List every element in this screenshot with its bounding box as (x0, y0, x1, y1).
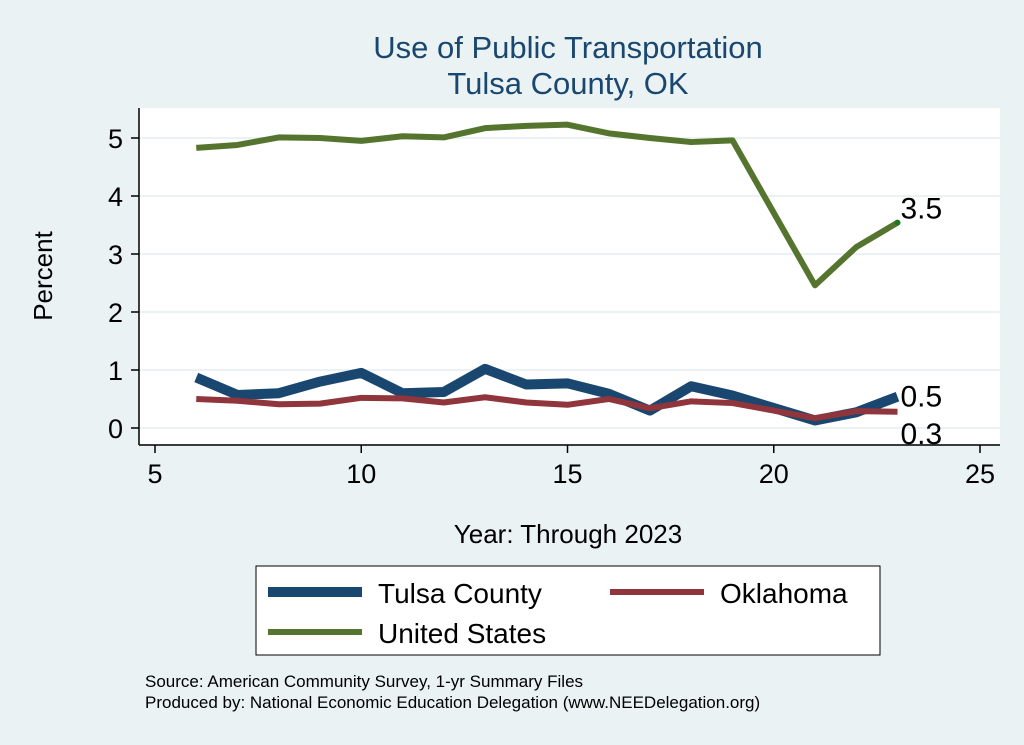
legend-label-tulsa: Tulsa County (378, 578, 542, 609)
chart-subtitle: Tulsa County, OK (447, 66, 689, 101)
chart-title: Use of Public Transportation (373, 30, 762, 65)
end-value-label: 3.5 (901, 193, 943, 226)
series-line-oklahoma (196, 394, 898, 422)
x-tick-label: 15 (552, 459, 582, 489)
x-tick-label: 20 (759, 459, 789, 489)
legend-label-oklahoma: Oklahoma (720, 578, 848, 609)
produced-by-note: Produced by: National Economic Education… (145, 693, 760, 712)
x-tick-label: 5 (147, 459, 162, 489)
series-line-united-states (196, 121, 900, 289)
legend-label-us: United States (378, 618, 546, 649)
series-line-tulsa-county (194, 363, 900, 426)
x-tick-label: 10 (346, 459, 376, 489)
x-tick-label: 25 (965, 459, 995, 489)
y-tick-label: 1 (108, 356, 123, 386)
y-tick-label: 5 (108, 124, 123, 154)
y-tick-label: 0 (108, 414, 123, 444)
source-note: Source: American Community Survey, 1-yr … (145, 672, 583, 691)
legend: Tulsa County Oklahoma United States (255, 565, 881, 656)
y-tick-label: 4 (108, 182, 123, 212)
y-axis-label: Percent (28, 230, 58, 320)
end-value-label: 0.3 (901, 418, 943, 451)
x-axis-label: Year: Through 2023 (454, 519, 682, 549)
y-tick-label: 3 (108, 240, 123, 270)
end-value-label: 0.5 (901, 381, 943, 414)
end-point-marker (894, 219, 901, 226)
y-tick-label: 2 (108, 298, 123, 328)
